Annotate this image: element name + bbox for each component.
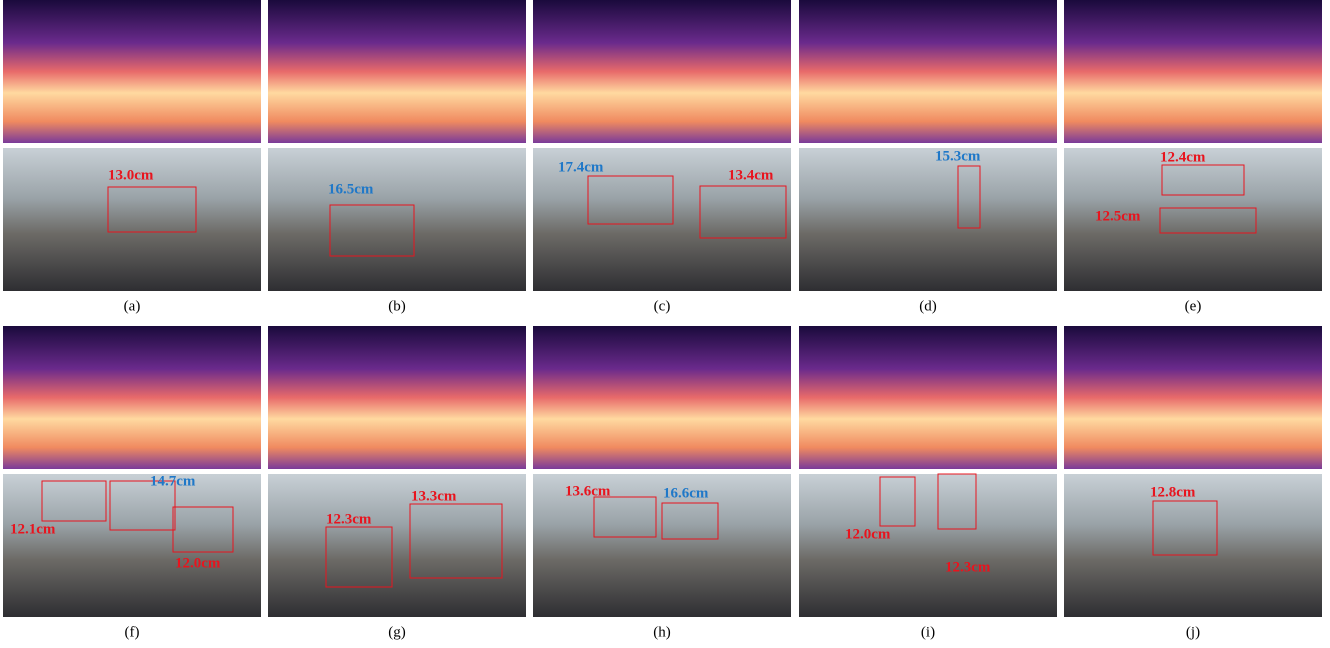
measurement-label: 13.0cm: [108, 167, 154, 183]
depth-map: [533, 326, 791, 469]
panel-caption: (a): [124, 298, 141, 314]
measurement-label: 12.1cm: [10, 521, 56, 537]
panel-caption: (j): [1186, 624, 1200, 640]
measurement-label: 13.6cm: [565, 483, 611, 499]
measurement-label: 16.5cm: [328, 181, 374, 197]
panel-caption: (h): [653, 624, 671, 640]
depth-map: [268, 326, 526, 469]
measurement-label: 17.4cm: [558, 159, 604, 175]
measurement-label: 12.0cm: [845, 526, 891, 542]
measurement-label: 12.3cm: [945, 559, 991, 575]
photo: [799, 148, 1057, 291]
figure: 13.0cm (a) 16.5cm (b) 17.4cm 13.4cm (c) 15.3cm (…: [0, 0, 1330, 648]
depth-map: [1064, 326, 1322, 469]
measurement-label: 16.6cm: [663, 485, 709, 501]
depth-map: [268, 0, 526, 143]
panel-caption: (f): [125, 624, 140, 640]
panel-caption: (i): [921, 624, 935, 640]
depth-map: [3, 326, 261, 469]
measurement-label: 13.3cm: [411, 488, 457, 504]
panel-caption: (e): [1185, 298, 1202, 314]
depth-map: [799, 326, 1057, 469]
panel-caption: (g): [388, 624, 406, 640]
panel-caption: (b): [388, 298, 406, 314]
depth-map: [533, 0, 791, 143]
measurement-label: 12.5cm: [1095, 208, 1141, 224]
depth-map: [3, 0, 261, 143]
photo: [268, 474, 526, 617]
depth-map: [1064, 0, 1322, 143]
measurement-label: 12.0cm: [175, 555, 221, 571]
photo: [799, 474, 1057, 617]
measurement-label: 14.7cm: [150, 473, 196, 489]
measurement-label: 12.3cm: [326, 511, 372, 527]
measurement-label: 12.8cm: [1150, 484, 1196, 500]
panel-caption: (c): [654, 298, 671, 314]
photo: [268, 148, 526, 291]
measurement-label: 13.4cm: [728, 167, 774, 183]
panel-caption: (d): [919, 298, 937, 314]
measurement-label: 12.4cm: [1160, 149, 1206, 165]
measurement-label: 15.3cm: [935, 148, 981, 164]
depth-map: [799, 0, 1057, 143]
